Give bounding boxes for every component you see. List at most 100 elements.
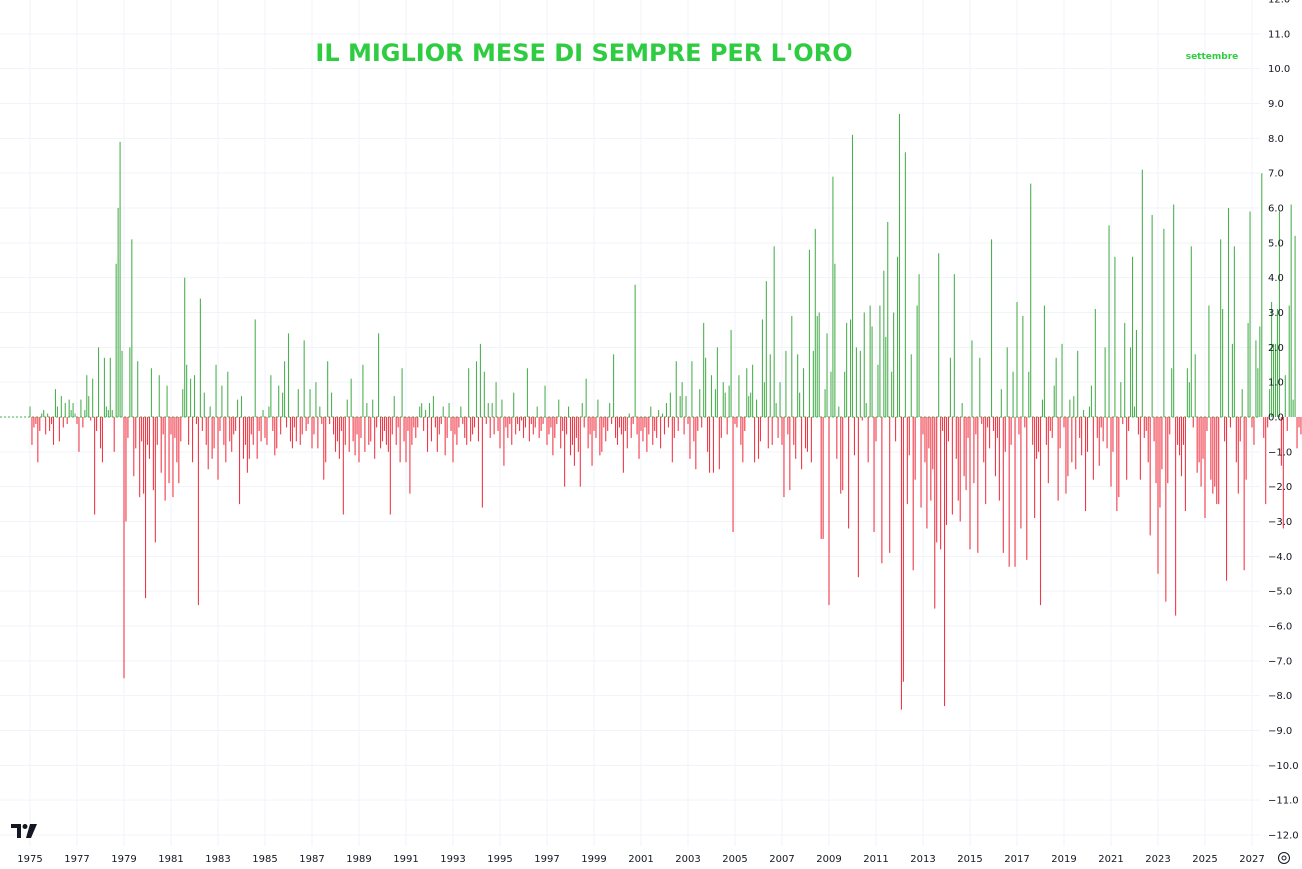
bar [274, 417, 276, 456]
bar [822, 417, 824, 539]
bar [380, 417, 382, 449]
x-tick-label: 2009 [816, 854, 841, 865]
bar [526, 368, 528, 417]
bar [129, 347, 131, 417]
bar [99, 417, 102, 449]
bar [1122, 417, 1124, 424]
bar [1088, 406, 1090, 417]
bar [452, 417, 454, 463]
bar [996, 417, 998, 438]
bar [895, 417, 897, 442]
bar [287, 333, 290, 417]
bar [1206, 417, 1208, 431]
bar [1116, 417, 1118, 512]
bar [620, 417, 622, 435]
bar [227, 371, 229, 417]
bar [319, 406, 321, 417]
bar [601, 417, 603, 452]
bar [891, 371, 893, 417]
bar [1276, 309, 1278, 417]
bar [125, 417, 127, 522]
bar [207, 417, 209, 470]
bar [103, 357, 105, 417]
bar [550, 417, 552, 428]
bar [695, 417, 697, 470]
bar [597, 399, 599, 417]
bar [372, 399, 374, 417]
x-tick-label: 2003 [675, 854, 700, 865]
bar [154, 417, 156, 543]
y-tick-label: −5.0 [1268, 587, 1292, 598]
bar [350, 378, 352, 417]
bar [168, 417, 170, 484]
bar [1096, 417, 1098, 438]
bar [961, 403, 963, 417]
bar [123, 417, 125, 679]
bar [920, 417, 922, 508]
bar [677, 417, 679, 431]
bar [254, 319, 256, 417]
bar [52, 417, 55, 445]
bar [321, 417, 323, 424]
bar [262, 410, 264, 417]
bar [315, 382, 317, 417]
bar [1247, 322, 1249, 417]
bar [918, 274, 920, 417]
bar [176, 417, 178, 463]
bar [358, 417, 360, 463]
bar [66, 417, 68, 424]
bar [35, 417, 37, 424]
bar [638, 417, 640, 459]
bar [331, 392, 333, 417]
bar [1102, 417, 1104, 442]
bar [485, 417, 487, 424]
bar [826, 333, 828, 417]
bar [231, 417, 233, 452]
bar [1169, 417, 1171, 435]
bar [589, 417, 591, 435]
bar [667, 417, 669, 428]
bar [1278, 211, 1280, 417]
bar [779, 382, 781, 417]
bar [926, 417, 928, 529]
bar [871, 326, 873, 417]
y-tick-label: −7.0 [1268, 656, 1292, 667]
bar [756, 399, 758, 417]
bar [558, 399, 560, 417]
bar [1284, 375, 1286, 417]
bar [591, 417, 593, 466]
bar [33, 417, 35, 428]
x-tick-label: 1991 [393, 854, 418, 865]
bar [522, 417, 525, 438]
bar [448, 403, 450, 417]
bar [855, 347, 857, 417]
bar [137, 361, 139, 417]
bar [37, 417, 39, 463]
bar [938, 253, 940, 417]
bar [1290, 204, 1292, 417]
bar [423, 417, 425, 431]
bar [442, 406, 444, 417]
bar [1280, 417, 1282, 466]
bar [460, 406, 462, 417]
bar [1081, 417, 1083, 456]
bar [1175, 417, 1177, 616]
bar [172, 417, 174, 498]
bar [146, 417, 149, 445]
bar [1161, 417, 1163, 470]
bar [286, 417, 288, 428]
y-tick-label: 11.0 [1268, 29, 1290, 40]
bar [1253, 417, 1255, 445]
settings-icon[interactable] [1277, 851, 1291, 865]
bar [669, 392, 671, 417]
bar [354, 417, 356, 456]
bar [458, 417, 460, 428]
chart-annotation: settembre [1186, 52, 1239, 62]
bar [603, 417, 605, 428]
bar [1061, 343, 1063, 417]
y-tick-label: −12.0 [1268, 831, 1299, 842]
bar [873, 417, 875, 532]
bar [170, 417, 172, 435]
bar [481, 417, 483, 508]
bar [1141, 169, 1143, 417]
